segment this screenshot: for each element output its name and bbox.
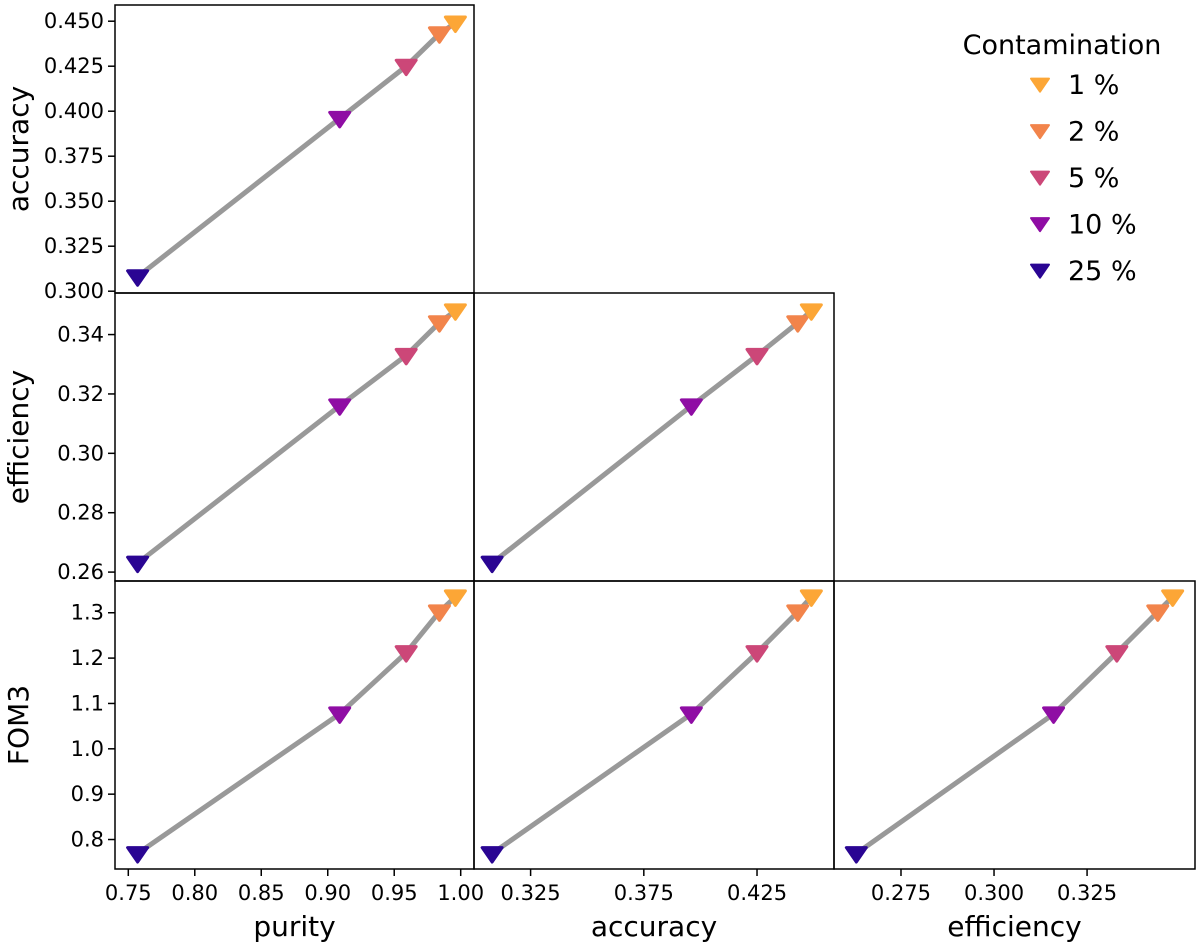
y-axis-label: efficiency bbox=[2, 370, 35, 504]
y-axis-label: accuracy bbox=[2, 86, 35, 212]
ytick-label: 0.9 bbox=[71, 782, 104, 806]
marker-1pct bbox=[443, 15, 467, 33]
panel-accuracy-vs-purity: 0.300 0.325 0.350 0.375 0.400 0.425 0.450 accur… bbox=[2, 4, 475, 303]
legend-marker bbox=[1030, 217, 1050, 233]
legend-label: 1 % bbox=[1068, 70, 1119, 101]
panels-layer: 0.300 0.325 0.350 0.375 0.400 0.425 0.450 accur… bbox=[2, 4, 1196, 943]
marker-25pct bbox=[844, 846, 868, 864]
legend-label: 5 % bbox=[1068, 163, 1119, 194]
marker-10pct bbox=[679, 398, 703, 416]
marker-1pct bbox=[1161, 589, 1185, 607]
marker-10pct bbox=[328, 398, 352, 416]
xtick-label: 0.425 bbox=[727, 881, 787, 905]
marker-2pct bbox=[427, 315, 451, 333]
marker-2pct bbox=[786, 604, 810, 622]
marker-5pct bbox=[745, 645, 769, 663]
ytick-label: 0.425 bbox=[44, 54, 104, 78]
trend-curve bbox=[853, 594, 1176, 857]
ytick-label: 0.450 bbox=[44, 9, 104, 33]
ytick-label: 0.30 bbox=[57, 441, 104, 465]
marker-1pct bbox=[443, 589, 467, 607]
xtick-label: 0.95 bbox=[371, 881, 418, 905]
marker-2pct bbox=[427, 604, 451, 622]
legend: Contamination 1 % 2 % 5 % 10 % 25 % bbox=[963, 30, 1162, 287]
panel-FOM3-vs-efficiency: 0.275 0.300 0.325 efficiency bbox=[833, 580, 1196, 943]
marker-1pct bbox=[443, 303, 467, 321]
marker-1pct bbox=[799, 589, 823, 607]
marker-5pct bbox=[394, 645, 418, 663]
xtick-label: 0.375 bbox=[614, 881, 674, 905]
marker-5pct bbox=[394, 347, 418, 366]
marker-5pct bbox=[394, 58, 418, 77]
ytick-label: 0.350 bbox=[44, 189, 104, 213]
marker-10pct bbox=[328, 706, 352, 724]
ytick-label: 0.34 bbox=[57, 323, 104, 347]
marker-2pct bbox=[786, 315, 810, 333]
marker-2pct bbox=[1146, 604, 1170, 622]
marker-10pct bbox=[328, 110, 352, 129]
y-axis-label: FOM3 bbox=[2, 685, 35, 765]
panel-FOM3-vs-accuracy: 0.325 0.375 0.425 accuracy bbox=[473, 580, 835, 943]
legend-marker bbox=[1030, 124, 1050, 140]
ytick-label: 1.0 bbox=[71, 737, 104, 761]
xtick-label: 1.00 bbox=[437, 881, 484, 905]
ytick-label: 0.28 bbox=[57, 501, 104, 525]
ytick-label: 0.400 bbox=[44, 99, 104, 123]
xtick-label: 0.300 bbox=[964, 881, 1024, 905]
legend-marker bbox=[1030, 170, 1050, 186]
ytick-label: 0.26 bbox=[57, 560, 104, 584]
trend-curve bbox=[489, 594, 814, 857]
xtick-label: 0.75 bbox=[105, 881, 152, 905]
panel-frame bbox=[833, 580, 1196, 870]
ytick-label: 1.1 bbox=[71, 691, 104, 715]
xtick-label: 0.85 bbox=[238, 881, 285, 905]
marker-25pct bbox=[480, 555, 504, 574]
marker-2pct bbox=[427, 26, 451, 44]
marker-1pct bbox=[799, 303, 823, 321]
panel-efficiency-vs-purity: 0.26 0.28 0.30 0.32 0.34 efficiency bbox=[2, 292, 475, 584]
xtick-label: 0.90 bbox=[304, 881, 351, 905]
legend-marker bbox=[1030, 77, 1050, 93]
marker-5pct bbox=[745, 347, 769, 366]
marker-25pct bbox=[126, 269, 150, 287]
ytick-label: 0.325 bbox=[44, 234, 104, 258]
xtick-label: 0.80 bbox=[171, 881, 218, 905]
trend-curve bbox=[135, 594, 458, 857]
marker-25pct bbox=[126, 846, 150, 864]
ytick-label: 1.3 bbox=[71, 601, 104, 625]
marker-10pct bbox=[1042, 706, 1066, 724]
legend-label: 10 % bbox=[1068, 210, 1137, 241]
legend-title: Contamination bbox=[963, 30, 1162, 61]
xtick-label: 0.325 bbox=[501, 881, 561, 905]
xtick-label: 0.325 bbox=[1057, 881, 1117, 905]
legend-label: 2 % bbox=[1068, 117, 1119, 148]
ytick-label: 0.375 bbox=[44, 144, 104, 168]
xtick-label: 0.275 bbox=[871, 881, 931, 905]
ytick-label: 0.300 bbox=[44, 279, 104, 303]
panel-frame bbox=[114, 580, 475, 870]
ytick-label: 0.8 bbox=[71, 828, 104, 852]
panel-FOM3-vs-purity: 0.8 0.9 1.0 1.1 1.2 1.3 0.75 0.80 0.85 0.90 0.95 1.… bbox=[2, 580, 484, 943]
ytick-label: 1.2 bbox=[71, 646, 104, 670]
x-axis-label: accuracy bbox=[591, 910, 717, 943]
ytick-label: 0.32 bbox=[57, 382, 104, 406]
panel-efficiency-vs-accuracy bbox=[473, 292, 835, 582]
x-axis-label: purity bbox=[253, 910, 335, 943]
marker-25pct bbox=[480, 846, 504, 864]
legend-label: 25 % bbox=[1068, 256, 1137, 287]
marker-10pct bbox=[679, 706, 703, 724]
legend-marker bbox=[1030, 263, 1050, 279]
marker-25pct bbox=[126, 555, 150, 574]
x-axis-label: efficiency bbox=[947, 910, 1081, 943]
marker-5pct bbox=[1105, 645, 1129, 663]
